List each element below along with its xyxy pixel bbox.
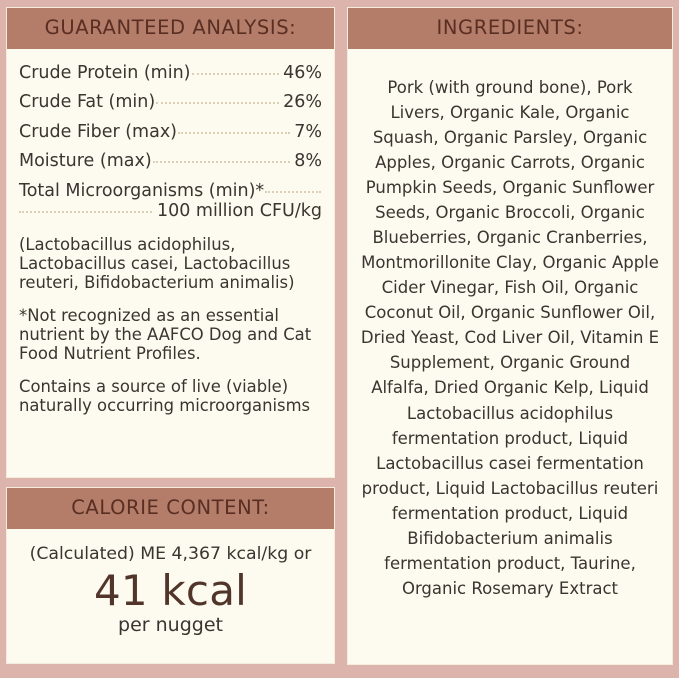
microorganisms-label: Total Microorganisms (min)*	[19, 180, 265, 201]
leader-dots	[156, 101, 280, 104]
microorganisms-value-row: 100 million CFU/kg	[19, 201, 322, 221]
right-column: INGREDIENTS: Pork (with ground bone), Po…	[347, 7, 673, 668]
leader-dots	[152, 160, 291, 163]
ingredients-header: INGREDIENTS:	[348, 8, 672, 49]
kcal-per-nugget-value: 41 kcal	[93, 565, 247, 615]
leader-dots	[191, 72, 280, 75]
guaranteed-analysis-panel: GUARANTEED ANALYSIS: Crude Protein (min)…	[6, 7, 335, 478]
ingredients-panel: INGREDIENTS: Pork (with ground bone), Po…	[347, 7, 673, 665]
leader-dots	[178, 131, 291, 134]
nutrient-value: 26%	[283, 92, 322, 112]
calculated-me-line: (Calculated) ME 4,367 kcal/kg or	[29, 543, 312, 564]
nutrient-value: 8%	[294, 151, 322, 171]
leader-dots	[265, 190, 321, 193]
nutrient-row: Crude Fat (min) 26%	[19, 92, 322, 112]
calorie-content-header: CALORIE CONTENT:	[7, 488, 334, 529]
aafco-footnote: *Not recognized as an essential nutrient…	[19, 305, 312, 364]
nutrient-row: Crude Fiber (max) 7%	[19, 121, 322, 142]
nutrient-row: Crude Protein (min) 46%	[19, 62, 322, 83]
nutrient-name: Moisture (max)	[19, 151, 152, 171]
guaranteed-analysis-header: GUARANTEED ANALYSIS:	[7, 8, 334, 49]
leader-dots	[19, 210, 152, 213]
guaranteed-analysis-body: Crude Protein (min) 46% Crude Fat (min) …	[7, 49, 334, 478]
microorganisms-row: Total Microorganisms (min)*	[19, 180, 322, 201]
ingredients-text: Pork (with ground bone), Pork Livers, Or…	[360, 77, 660, 599]
left-column: GUARANTEED ANALYSIS: Crude Protein (min)…	[6, 7, 335, 668]
nutrient-name: Crude Fiber (max)	[19, 121, 178, 142]
nutrient-name: Crude Fat (min)	[19, 92, 156, 112]
per-nugget-label: per nugget	[118, 613, 223, 636]
microorganisms-value: 100 million CFU/kg	[156, 201, 322, 221]
calorie-content-body: (Calculated) ME 4,367 kcal/kg or 41 kcal…	[7, 529, 334, 664]
nutrient-value: 46%	[283, 62, 322, 83]
live-cultures-note: Contains a source of live (viable) natur…	[19, 376, 311, 416]
nutrient-value: 7%	[294, 121, 322, 142]
nutrient-row: Moisture (max) 8%	[19, 151, 322, 171]
cultures-note: (Lactobacillus acidophilus, Lactobacillu…	[19, 234, 295, 293]
calorie-content-panel: CALORIE CONTENT: (Calculated) ME 4,367 k…	[6, 487, 335, 664]
nutrient-name: Crude Protein (min)	[19, 62, 191, 83]
